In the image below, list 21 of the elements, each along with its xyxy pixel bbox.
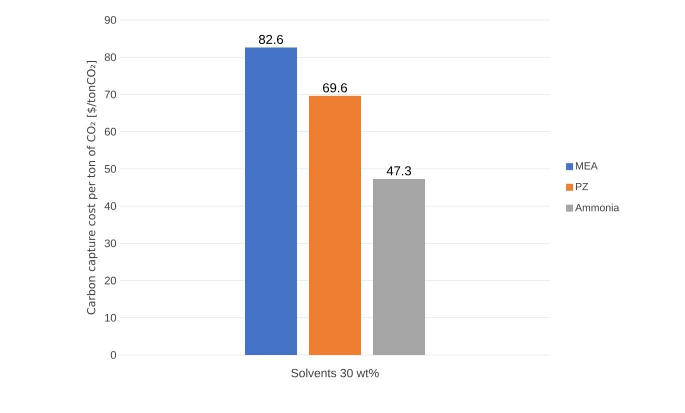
data-label: 82.6	[258, 34, 284, 44]
x-tick-label: Solvents 30 wt%	[291, 368, 379, 378]
bar	[373, 178, 426, 355]
legend-label: PZ	[576, 182, 588, 190]
y-tick-label: 60	[104, 128, 116, 136]
y-tick-label: 50	[104, 165, 116, 173]
data-label: 69.6	[323, 83, 348, 92]
y-tick-label: 0	[110, 351, 116, 359]
bar	[245, 48, 298, 355]
y-tick-label: 70	[104, 90, 116, 98]
legend-label: Ammonia	[575, 204, 620, 212]
y-tick-label: 30	[104, 239, 116, 248]
y-tick-label: 20	[104, 276, 116, 284]
y-tick-label: 40	[104, 202, 116, 210]
legend-label: MEA	[576, 162, 598, 170]
data-label: 47.3	[386, 166, 412, 176]
bar	[309, 96, 362, 355]
y-tick-label: 90	[104, 16, 116, 24]
y-tick-label: 10	[105, 314, 116, 322]
y-axis-title: Carbon capture cost per ton of CO₂ [$/tonCO₂]	[86, 60, 98, 314]
y-tick-label: 80	[104, 53, 116, 62]
